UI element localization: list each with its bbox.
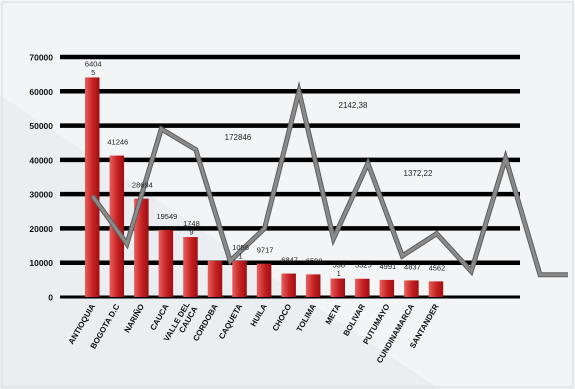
y-tick-label: 10000 — [29, 258, 53, 268]
data-label: 6404 — [85, 59, 102, 68]
y-tick-label: 0 — [48, 293, 53, 303]
data-label: 41246 — [107, 138, 128, 147]
bar — [379, 279, 395, 297]
bar — [355, 278, 370, 297]
data-label: 1056 — [232, 243, 249, 252]
y-tick-label: 30000 — [29, 190, 53, 200]
annotation: 1372,22 — [404, 169, 433, 178]
bar — [330, 278, 345, 297]
data-label: 5 — [91, 68, 95, 77]
data-label: 538 — [332, 261, 345, 270]
bar — [134, 198, 149, 297]
bar — [256, 263, 272, 297]
bar — [232, 260, 247, 297]
bar — [428, 281, 444, 297]
bar — [404, 280, 419, 297]
annotations: 172846 2142,38 1372,22 — [225, 101, 433, 178]
data-label: 4562 — [429, 263, 446, 272]
data-label: 19549 — [156, 212, 177, 221]
data-label: 1748 — [183, 219, 200, 228]
data-label: 6847 — [281, 256, 298, 265]
data-label: 5325 — [355, 261, 372, 270]
bar — [281, 273, 296, 297]
bar — [85, 77, 100, 297]
y-axis-ticks: 0 10000 20000 30000 40000 50000 60000 70000 — [29, 53, 53, 303]
y-tick-label: 60000 — [29, 87, 53, 97]
data-label: 1 — [238, 251, 242, 260]
data-label: 28694 — [132, 181, 153, 190]
annotation: 172846 — [225, 133, 252, 142]
y-tick-label: 40000 — [29, 155, 53, 165]
data-label: 9 — [189, 228, 193, 237]
y-tick-label: 20000 — [29, 224, 53, 234]
data-label: 4991 — [380, 262, 397, 271]
bar — [183, 237, 198, 297]
bar — [207, 260, 223, 297]
line-series — [90, 80, 568, 278]
y-tick-label: 70000 — [29, 53, 53, 63]
bar — [305, 274, 321, 297]
data-label: 1 — [337, 269, 341, 278]
data-label: 4837 — [404, 262, 421, 271]
bar — [158, 229, 174, 297]
y-tick-label: 50000 — [29, 121, 53, 131]
data-label: 6598 — [306, 256, 323, 265]
annotation: 2142,38 — [339, 101, 368, 110]
data-label: 9717 — [257, 246, 274, 255]
line-series-path — [91, 84, 568, 277]
